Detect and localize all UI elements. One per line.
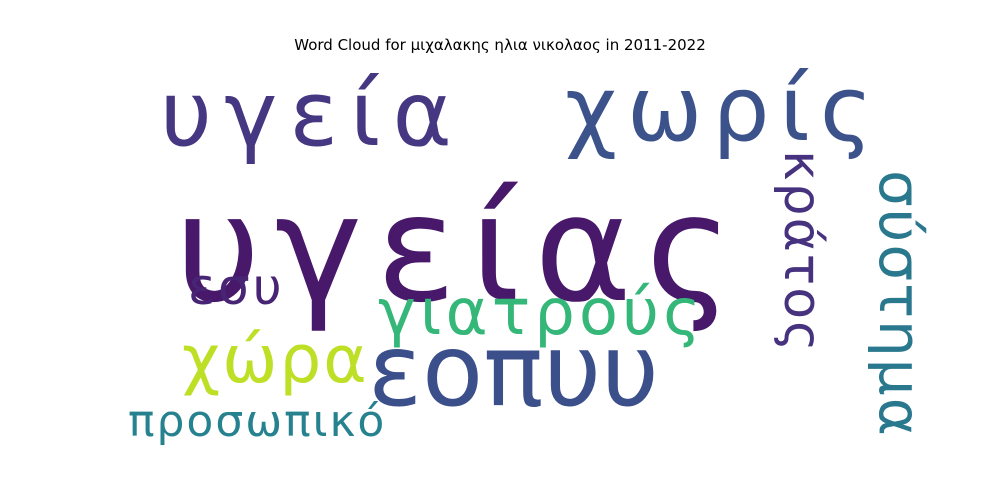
word-1: υγεία: [160, 62, 464, 167]
word-7: χώρα: [182, 321, 369, 398]
word-6: κράτος: [772, 150, 832, 354]
word-3: εοπυυ: [368, 312, 659, 429]
word-9: προσωπικό: [128, 396, 386, 447]
word-5: σύστημα: [866, 170, 934, 438]
word-4: γιατρούς: [378, 276, 705, 350]
word-8: εσυ: [188, 258, 285, 316]
word-0: υγείας: [175, 163, 747, 335]
chart-title: Word Cloud for μιχαλακης ηλια νικολαος i…: [294, 36, 706, 54]
word-2: χωρίς: [565, 57, 883, 162]
